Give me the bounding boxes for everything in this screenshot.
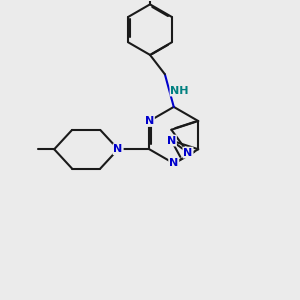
Text: N: N [113,144,123,154]
Text: NH: NH [170,85,189,96]
Text: N: N [183,148,193,158]
Text: N: N [167,136,176,146]
Text: N: N [145,116,154,126]
Text: N: N [169,158,178,168]
